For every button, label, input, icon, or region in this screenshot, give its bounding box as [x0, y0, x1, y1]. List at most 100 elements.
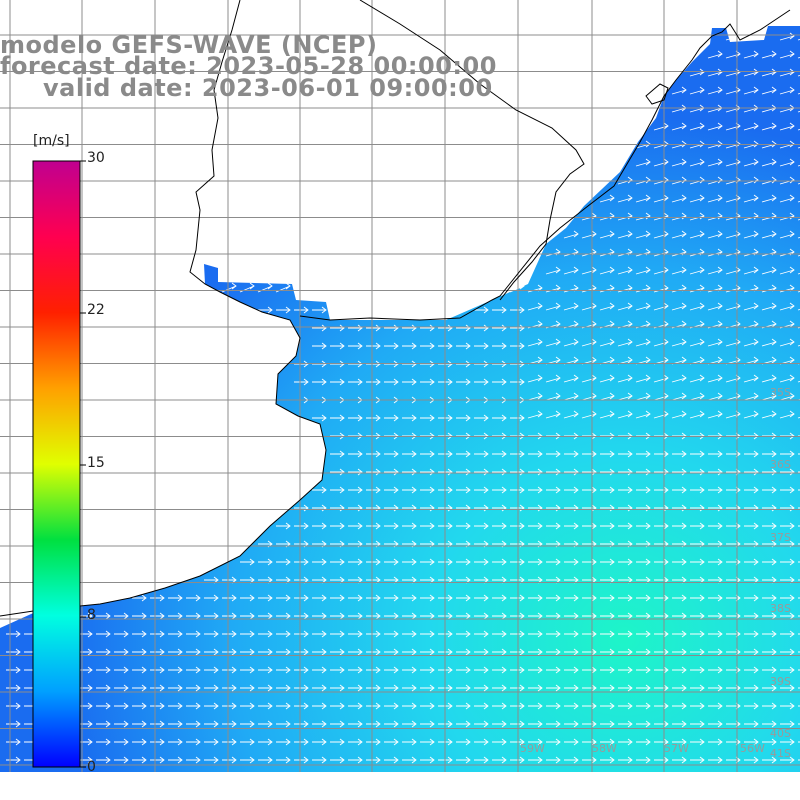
wind-arrow: [762, 702, 777, 710]
wind-arrow: [384, 342, 399, 350]
wind-arrow: [474, 594, 489, 602]
wind-arrow: [330, 684, 345, 692]
wind-arrow: [312, 342, 327, 350]
wind-arrow: [744, 738, 759, 746]
wind-arrow: [761, 86, 777, 95]
wind-arrow: [366, 414, 381, 422]
wind-arrow: [348, 342, 363, 350]
wind-arrow: [276, 648, 291, 656]
wind-arrow: [762, 738, 777, 746]
wind-arrow: [402, 612, 417, 620]
wind-arrow: [366, 594, 381, 602]
wind-arrow: [456, 756, 471, 764]
wind-arrow: [689, 302, 705, 311]
wind-arrow: [582, 720, 597, 728]
wind-arrow: [150, 684, 165, 692]
river-border: [359, 0, 585, 301]
wind-arrow: [384, 468, 399, 476]
wind-arrow: [779, 50, 795, 59]
wind-arrow: [474, 324, 489, 332]
wind-arrow: [402, 414, 417, 422]
wind-arrow: [186, 648, 201, 656]
wind-arrow: [761, 50, 777, 59]
wind-arrow: [456, 630, 471, 638]
wind-arrow: [654, 486, 669, 494]
wind-arrow: [366, 468, 381, 476]
wind-arrow: [600, 612, 615, 620]
wind-arrow: [582, 756, 597, 764]
wind-arrow: [779, 230, 795, 239]
wind-arrow: [240, 612, 255, 620]
wind-arrow: [654, 738, 669, 746]
wind-arrow: [617, 302, 633, 311]
wind-arrow: [330, 738, 345, 746]
wind-arrow: [330, 720, 345, 728]
wind-arrow: [582, 648, 597, 656]
lat-lon-grid: [0, 0, 800, 772]
wind-arrow: [384, 324, 399, 332]
wind-arrow: [348, 684, 363, 692]
wind-arrow: [707, 122, 723, 131]
wind-arrow: [330, 558, 345, 566]
wind-arrow: [528, 450, 543, 458]
wind-arrow: [420, 324, 435, 332]
wind-arrow: [653, 392, 669, 401]
wind-arrow: [564, 630, 579, 638]
wind-arrow: [527, 410, 543, 419]
wind-arrow: [636, 558, 651, 566]
wind-arrow: [671, 230, 687, 239]
wind-arrow: [672, 756, 687, 764]
wind-arrow: [779, 374, 795, 383]
lat-label-38s: 38S: [770, 602, 791, 615]
wind-arrow: [168, 666, 183, 674]
wind-arrow: [492, 450, 507, 458]
wind-arrow: [186, 756, 201, 764]
wind-arrow: [671, 86, 687, 95]
wind-arrow: [743, 230, 759, 239]
wind-arrow: [276, 558, 291, 566]
wind-arrow: [510, 414, 525, 422]
wind-arrow: [564, 486, 579, 494]
wind-arrow: [618, 594, 633, 602]
wind-arrow: [258, 720, 273, 728]
wind-arrow: [654, 558, 669, 566]
wind-arrow: [366, 558, 381, 566]
wind-arrow: [761, 230, 777, 239]
wind-arrow: [150, 756, 165, 764]
wind-arrow: [599, 392, 615, 401]
wind-arrow: [546, 738, 561, 746]
wind-arrow: [581, 338, 597, 347]
wind-arrow: [474, 486, 489, 494]
wind-arrow: [528, 738, 543, 746]
wind-arrow: [599, 410, 615, 419]
wind-arrow: [635, 230, 651, 239]
wind-arrow: [222, 666, 237, 674]
wind-arrow: [636, 468, 651, 476]
wind-arrow: [222, 756, 237, 764]
wind-arrow: [672, 702, 687, 710]
wind-arrow: [330, 756, 345, 764]
wind-arrow: [402, 684, 417, 692]
wind-arrow: [546, 756, 561, 764]
wind-arrow: [654, 450, 669, 458]
wind-arrow: [492, 738, 507, 746]
wind-arrow: [366, 342, 381, 350]
wind-arrow: [780, 522, 795, 530]
wind-arrow: [708, 594, 723, 602]
wind-arrow: [546, 630, 561, 638]
wind-arrow: [402, 630, 417, 638]
wind-arrow: [222, 648, 237, 656]
wind-arrow: [222, 612, 237, 620]
wind-arrow: [563, 410, 579, 419]
coastline: [0, 0, 791, 617]
wind-arrow: [276, 720, 291, 728]
wind-arrow: [671, 158, 687, 167]
sea-area: [0, 26, 800, 772]
wind-arrow: [635, 158, 651, 167]
wind-arrow: [456, 378, 471, 386]
wind-arrow: [510, 612, 525, 620]
wind-arrow: [618, 486, 633, 494]
wind-arrow: [348, 738, 363, 746]
wind-arrow: [204, 738, 219, 746]
wind-arrow: [366, 720, 381, 728]
